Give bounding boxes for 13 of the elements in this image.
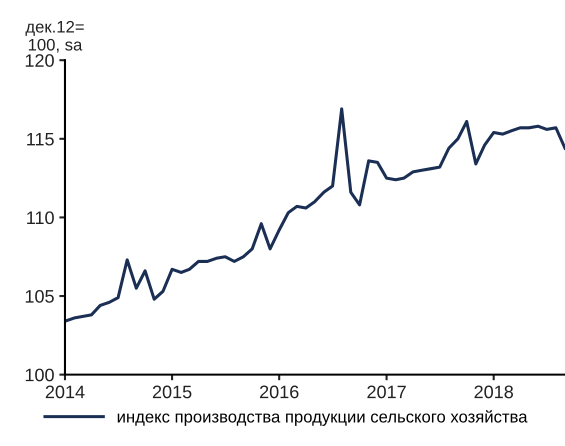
y-tick-label: 115 [27, 132, 54, 146]
y-axis-title: дек.12= 100, sa [26, 20, 84, 53]
x-tick-label: 2016 [260, 386, 298, 398]
line-series [64, 107, 565, 323]
y-tick-label: 105 [26, 290, 54, 303]
y-tick-label: 120 [26, 54, 54, 67]
x-tick-label: 2014 [46, 386, 85, 398]
legend-label: индекс производства продукции сельского хозяйства [118, 410, 528, 426]
x-tick-label: 2015 [152, 386, 192, 398]
x-tick-label: 2017 [367, 386, 406, 398]
y-tick-label: 110 [27, 211, 54, 224]
y-tick-label: 100 [26, 368, 54, 382]
x-tick-label: 2018 [474, 386, 513, 398]
